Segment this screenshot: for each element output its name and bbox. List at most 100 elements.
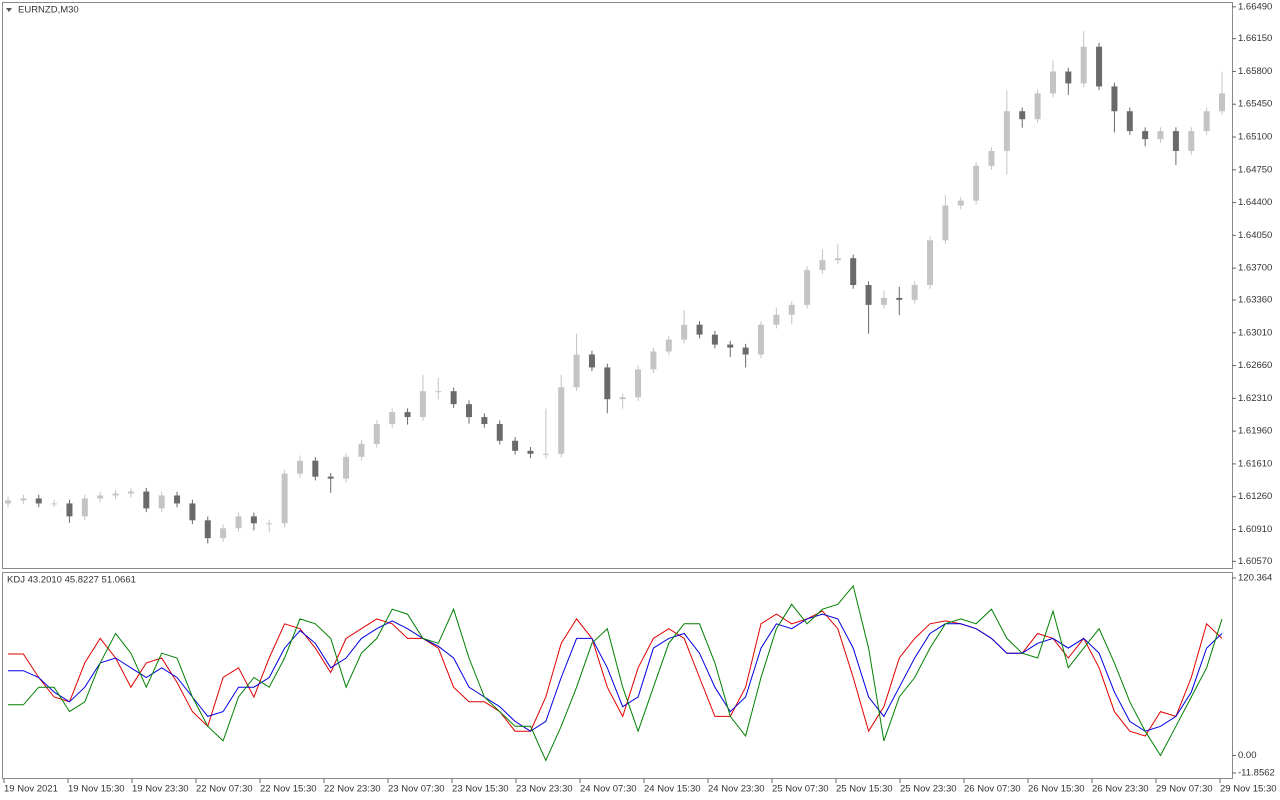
candle-body (696, 324, 703, 335)
x-tick-label: 29 Nov 07:30 (1156, 784, 1213, 795)
candle-body (542, 453, 549, 455)
candle-body (1219, 93, 1225, 112)
y-tick-label: 1.66490 (1238, 1, 1272, 12)
candle-body (220, 528, 227, 539)
y-tick-label: 1.64050 (1238, 230, 1272, 241)
candle-body (927, 240, 934, 285)
candle-body (1065, 71, 1072, 84)
candle-body (665, 339, 672, 352)
candle-body (957, 200, 964, 206)
candle-body (573, 354, 580, 388)
y-tick-label: 120.364 (1238, 573, 1272, 584)
y-tick-label: 1.65800 (1238, 66, 1272, 77)
candle-body (865, 285, 872, 305)
y-tick-label: 1.63010 (1238, 327, 1272, 338)
y-tick-label: 1.63360 (1238, 295, 1272, 306)
candle-body (112, 493, 119, 496)
candle-body (773, 314, 780, 325)
x-tick-label: 26 Nov 15:30 (1028, 784, 1085, 795)
candle-body (757, 324, 764, 355)
candle-body (174, 495, 181, 504)
candle-body (911, 285, 918, 300)
candle-body (880, 297, 887, 305)
x-tick-label: 25 Nov 07:30 (772, 784, 829, 795)
y-tick-label: 1.66150 (1238, 33, 1272, 44)
candle-body (51, 503, 58, 505)
pane-menu-icon[interactable] (6, 8, 12, 12)
x-tick-label: 19 Nov 15:30 (68, 784, 125, 795)
candle-body (973, 165, 980, 201)
candle-body (1203, 111, 1210, 132)
candle-body (635, 369, 642, 398)
candle-body (1019, 111, 1026, 120)
candle-body (988, 150, 995, 166)
candle-body (250, 516, 257, 524)
candle-body (327, 476, 334, 479)
candle-body (1049, 71, 1056, 94)
x-tick-label: 23 Nov 23:30 (516, 784, 573, 795)
candle-body (711, 334, 718, 345)
y-tick-label: 1.62660 (1238, 360, 1272, 371)
candle-body (404, 412, 411, 418)
candle-body (35, 498, 42, 504)
y-tick-label: 1.60910 (1238, 524, 1272, 535)
candle-body (435, 391, 442, 393)
x-tick-label: 23 Nov 15:30 (452, 784, 509, 795)
candle-body (312, 460, 319, 477)
kdj-pane (2, 572, 1233, 779)
x-tick-label: 22 Nov 15:30 (260, 784, 317, 795)
candle-body (496, 424, 503, 441)
candle-body (1003, 111, 1010, 151)
y-tick-label: 1.65450 (1238, 99, 1272, 110)
x-tick-label: 24 Nov 07:30 (580, 784, 637, 795)
kdj-line (8, 613, 1223, 732)
candle-body (1157, 131, 1164, 140)
x-tick-label: 19 Nov 2021 (4, 784, 58, 795)
candle-body (1126, 111, 1133, 132)
y-tick-label: 1.65100 (1238, 132, 1272, 143)
candle-body (281, 473, 288, 524)
candle-body (834, 258, 841, 261)
x-tick-label: 25 Nov 15:30 (836, 784, 893, 795)
candle-body (1172, 131, 1179, 151)
candle-body (896, 297, 903, 300)
price-pane (2, 2, 1233, 569)
x-tick-label: 29 Nov 15:30 (1220, 784, 1277, 795)
x-tick-label: 25 Nov 23:30 (900, 784, 957, 795)
x-tick-label: 26 Nov 07:30 (964, 784, 1021, 795)
candle-body (373, 424, 380, 444)
candle-body (788, 304, 795, 315)
candle-body (143, 491, 150, 509)
candle-body (512, 440, 519, 451)
candle-body (1080, 46, 1087, 84)
candle-body (466, 404, 473, 418)
y-tick-label: 1.62310 (1238, 393, 1272, 404)
candle-body (619, 397, 626, 400)
candle-body (66, 503, 73, 517)
candle-body (1142, 131, 1149, 140)
x-tick-label: 22 Nov 23:30 (324, 784, 381, 795)
chart-title: EURNZD,M30 (18, 5, 79, 16)
candle-body (527, 450, 534, 454)
candle-body (850, 258, 857, 285)
candle-body (1188, 131, 1195, 151)
candle-body (20, 498, 27, 501)
x-tick-label: 22 Nov 07:30 (196, 784, 253, 795)
x-tick-label: 19 Nov 23:30 (132, 784, 189, 795)
x-tick-label: 26 Nov 23:30 (1092, 784, 1149, 795)
candle-body (127, 491, 134, 494)
candle-body (450, 391, 457, 405)
candle-body (481, 417, 488, 425)
candle-body (804, 270, 811, 305)
y-tick-label: 0.00 (1238, 750, 1257, 761)
candle-body (389, 412, 396, 425)
candle-body (235, 516, 242, 529)
candle-body (296, 460, 303, 474)
candle-body (650, 351, 657, 370)
candle-body (189, 503, 196, 521)
x-tick-label: 23 Nov 07:30 (388, 784, 445, 795)
candle-body (343, 456, 350, 479)
y-tick-label: 1.61960 (1238, 426, 1272, 437)
